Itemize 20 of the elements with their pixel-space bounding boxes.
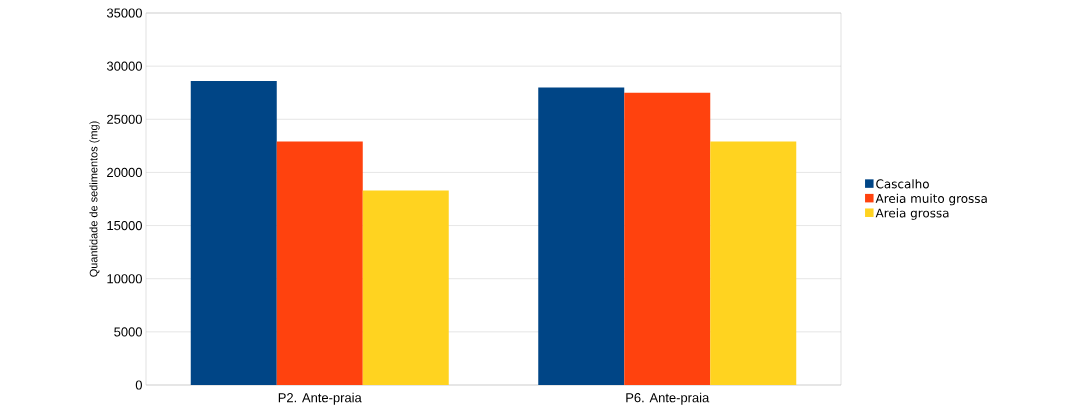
y-tick-label: 5000 bbox=[114, 327, 142, 337]
y-axis-title: Quantidade de sedimentos (mg) bbox=[89, 121, 100, 277]
bar bbox=[710, 141, 797, 385]
legend-label: Areia grossa bbox=[875, 208, 949, 220]
bar bbox=[624, 92, 711, 385]
bar bbox=[362, 190, 449, 385]
y-tick-label: 10000 bbox=[107, 274, 142, 284]
y-tick-label: 35000 bbox=[106, 8, 142, 18]
legend-label: Cascalho bbox=[876, 179, 929, 189]
bar bbox=[276, 141, 363, 385]
bar bbox=[538, 87, 625, 385]
y-tick-label: 20000 bbox=[107, 167, 142, 178]
y-tick-label: 25000 bbox=[107, 114, 142, 124]
x-tick-label: P2. Ante-praia bbox=[278, 392, 362, 405]
x-tick-label: P6. Ante-praia bbox=[626, 392, 710, 405]
y-tick-label: 15000 bbox=[107, 220, 142, 231]
y-tick-label: 30000 bbox=[106, 61, 142, 71]
legend-label: Areia muito grossa bbox=[875, 193, 987, 206]
y-tick-label: 0 bbox=[135, 380, 142, 390]
bar bbox=[190, 81, 277, 385]
